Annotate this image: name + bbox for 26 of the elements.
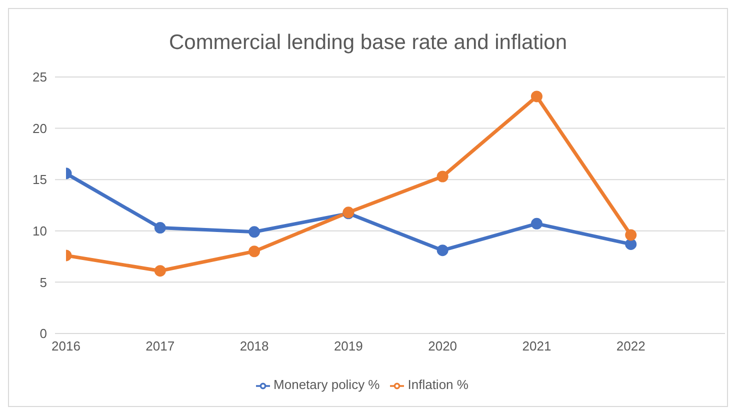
point (154, 265, 166, 277)
point (625, 238, 637, 250)
point (436, 244, 448, 256)
point (625, 229, 637, 241)
legend-label: Inflation % (408, 377, 468, 392)
point (154, 222, 166, 234)
point (530, 90, 542, 102)
x-tick-label: 2017 (146, 338, 175, 354)
point (248, 226, 260, 238)
y-tick-label: 5 (40, 274, 47, 290)
point (248, 246, 260, 258)
chart-title: Commercial lending base rate and inflation (168, 30, 568, 56)
point (436, 170, 448, 182)
x-tick-label: 2019 (334, 338, 363, 354)
legend-label: Monetary policy % (274, 377, 380, 392)
y-tick-label: 15 (32, 172, 47, 188)
x-tick-label: 2021 (522, 338, 552, 354)
y-tick-label: 10 (32, 223, 47, 238)
point (530, 218, 542, 230)
x-tick-label: 2018 (240, 338, 269, 354)
x-tick-label: 2022 (616, 338, 646, 354)
y-tick-label: 25 (32, 70, 47, 85)
y-tick-label: 0 (40, 326, 47, 342)
x-tick-label: 2016 (52, 338, 80, 354)
y-tick-label: 20 (32, 120, 47, 136)
x-tick-label: 2020 (428, 338, 458, 354)
